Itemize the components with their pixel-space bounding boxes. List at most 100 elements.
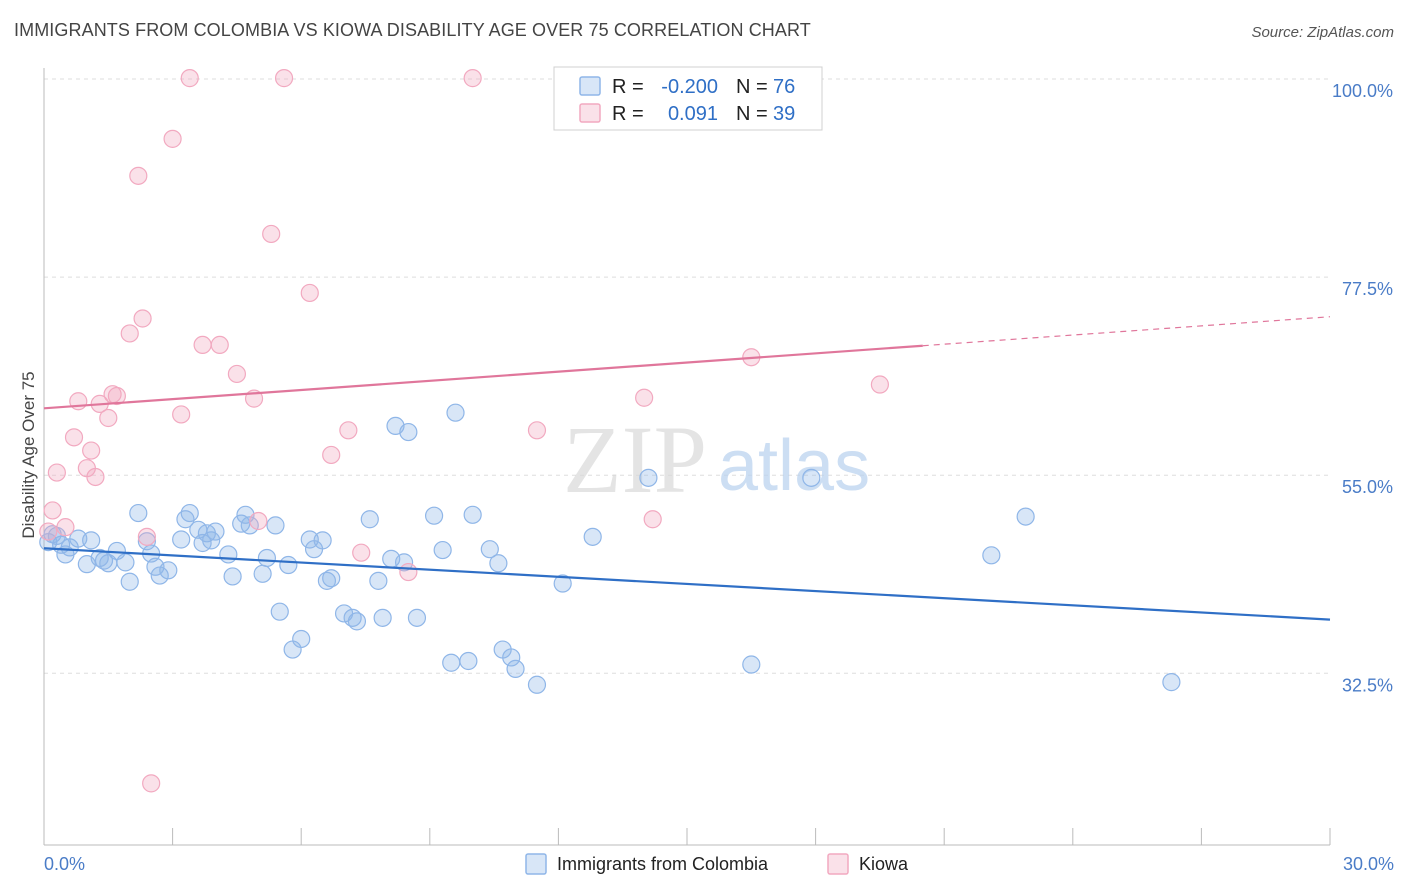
colombia-point <box>463 505 482 524</box>
colombia-point <box>480 540 499 559</box>
kiowa-point <box>99 408 118 428</box>
trend-layer <box>43 316 1331 621</box>
kiowa-point <box>82 441 101 460</box>
colombia-point <box>347 612 367 631</box>
colombia-point <box>279 555 298 575</box>
colombia-point <box>322 569 341 588</box>
colombia-point <box>120 572 139 591</box>
kiowa-point <box>262 224 281 244</box>
watermark-atlas: atlas <box>718 426 870 506</box>
kiowa-point <box>172 405 191 424</box>
kiowa-point <box>47 463 66 482</box>
colombia-point <box>116 553 135 572</box>
x-tick-label-min: 0.0% <box>44 854 85 874</box>
colombia-point <box>313 531 332 550</box>
colombia-point <box>407 608 427 627</box>
kiowa-point <box>322 445 341 465</box>
colombia-point <box>240 516 259 535</box>
kiowa-point <box>300 283 319 303</box>
colombia-point <box>129 503 148 523</box>
colombia-point <box>982 546 1001 565</box>
kiowa-point <box>352 543 371 562</box>
stats-n-value-colombia: 76 <box>773 76 795 98</box>
colombia-point <box>639 468 658 487</box>
axes-layer <box>43 68 1331 846</box>
watermark: ZIP atlas <box>563 406 870 513</box>
kiowa-point <box>274 69 294 88</box>
legend-label-colombia: Immigrants from Colombia <box>557 854 769 874</box>
kiowa-point <box>86 467 105 487</box>
kiowa-point <box>137 527 156 546</box>
colombia-point <box>369 571 388 590</box>
colombia-point <box>253 564 272 583</box>
colombia-point <box>82 531 101 550</box>
kiowa-point <box>64 428 84 447</box>
colombia-point <box>742 655 761 674</box>
kiowa-point <box>463 69 482 88</box>
legend-swatch-kiowa <box>827 853 849 875</box>
colombia-point <box>300 530 319 549</box>
stats-n-label-colombia: N = <box>736 76 768 98</box>
kiowa-point <box>527 421 547 440</box>
colombia-point <box>489 554 508 573</box>
colombia-point <box>399 422 418 442</box>
stats-n-value-kiowa: 39 <box>773 103 795 125</box>
colombia-trend-line <box>43 547 1331 621</box>
chart-source: Source: ZipAtlas.com <box>1251 24 1394 41</box>
colombia-point <box>506 659 525 679</box>
stats-box: R = -0.200 N = 76 R = 0.091 N = 39 <box>553 66 823 131</box>
stats-swatch-kiowa <box>579 103 601 123</box>
kiowa-point <box>870 375 890 394</box>
kiowa-point <box>142 774 161 793</box>
kiowa-point <box>193 335 212 354</box>
colombia-point <box>442 653 461 672</box>
y-tick-label: 55.0% <box>1342 477 1393 497</box>
colombia-point <box>257 548 277 568</box>
x-tick-label-max: 30.0% <box>1343 854 1394 874</box>
colombia-point <box>159 561 178 580</box>
kiowa-point <box>180 69 199 88</box>
kiowa-point <box>107 386 126 406</box>
kiowa-point <box>120 324 139 343</box>
kiowa-trend-extension <box>922 316 1331 347</box>
legend-swatch-colombia <box>525 853 547 875</box>
kiowa-point <box>39 522 58 541</box>
colombia-point <box>802 468 821 487</box>
colombia-point <box>266 516 285 535</box>
colombia-point <box>1162 673 1181 692</box>
colombia-point <box>206 522 225 541</box>
colombia-point <box>180 503 199 523</box>
colombia-point <box>219 545 238 564</box>
kiowa-point <box>635 388 654 407</box>
y-tick-labels: 32.5% 55.0% 77.5% 100.0% <box>1332 81 1393 695</box>
kiowa-point <box>210 335 229 354</box>
colombia-point <box>459 651 478 671</box>
kiowa-point <box>133 309 152 328</box>
kiowa-point <box>163 129 182 148</box>
colombia-point <box>433 540 452 560</box>
y-tick-label: 77.5% <box>1342 279 1393 299</box>
kiowa-point <box>56 518 75 537</box>
legend-label-kiowa: Kiowa <box>859 854 909 874</box>
points-layer <box>39 69 1181 793</box>
kiowa-point <box>399 562 418 582</box>
colombia-point <box>553 574 572 593</box>
colombia-point <box>270 602 289 621</box>
colombia-point <box>446 403 465 422</box>
colombia-point <box>394 553 414 572</box>
colombia-point <box>527 675 547 694</box>
stats-r-label-kiowa: R = <box>612 103 644 125</box>
stats-swatch-colombia <box>579 76 601 96</box>
kiowa-point <box>227 364 246 384</box>
kiowa-point <box>643 510 662 529</box>
stats-r-label-colombia: R = <box>612 76 644 98</box>
kiowa-point <box>339 421 358 440</box>
colombia-point <box>202 531 221 550</box>
chart-title: IMMIGRANTS FROM COLOMBIA VS KIOWA DISABI… <box>14 20 811 40</box>
colombia-point <box>502 648 521 667</box>
kiowa-point <box>249 511 268 531</box>
stats-n-label-kiowa: N = <box>736 103 768 125</box>
kiowa-point <box>43 501 62 520</box>
stats-r-value-colombia: -0.200 <box>661 76 718 98</box>
stats-r-value-kiowa: 0.091 <box>668 103 718 125</box>
